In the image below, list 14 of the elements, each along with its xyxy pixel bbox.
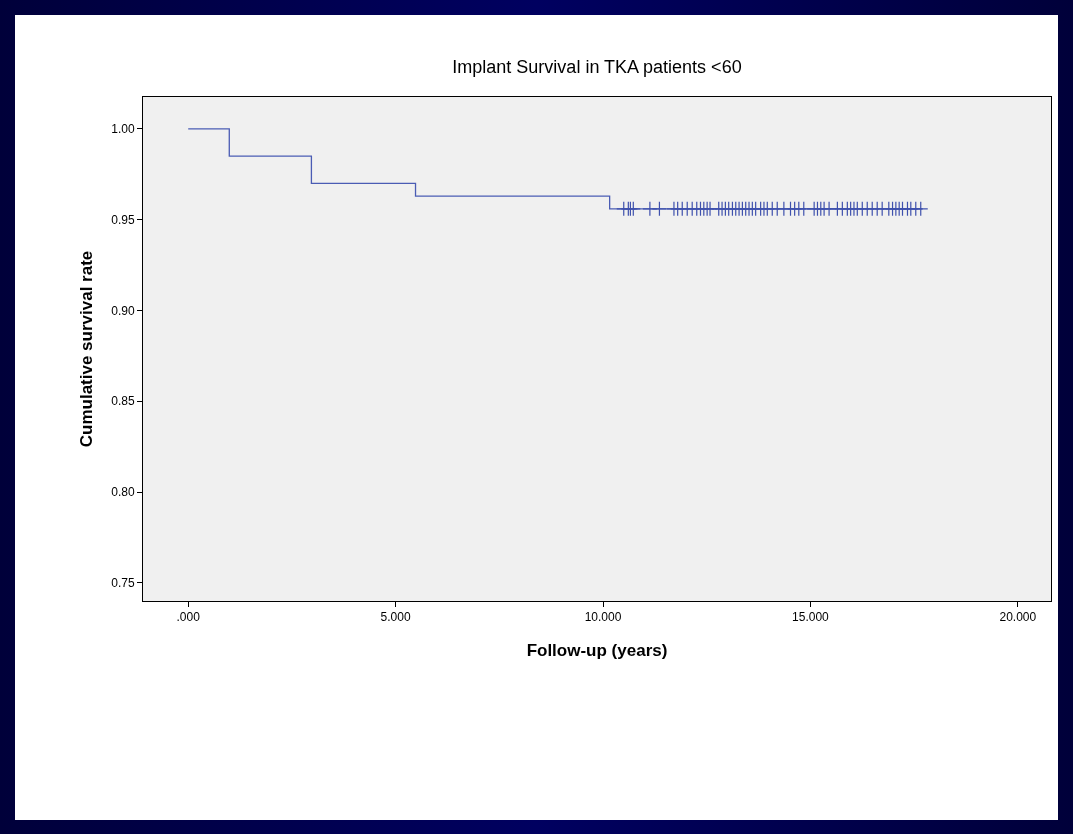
x-tick-label: 20.000 xyxy=(999,610,1037,625)
y-tick-label: 0.80 xyxy=(111,485,135,500)
x-axis-title: Follow-up (years) xyxy=(526,640,668,660)
x-tick-label: 5.000 xyxy=(380,610,411,625)
x-tick-label: 10.000 xyxy=(584,610,622,625)
x-tick-label: 15.000 xyxy=(792,610,830,625)
y-tick-label: 1.00 xyxy=(111,122,135,137)
y-tick-label: 0.90 xyxy=(111,303,135,318)
y-tick-label: 0.85 xyxy=(111,394,135,409)
x-tick-label: .000 xyxy=(176,610,201,625)
chart-title: Implant Survival in TKA patients <60 xyxy=(452,57,742,78)
y-axis-title: Cumulative survival rate xyxy=(76,250,96,448)
y-tick-label: 0.95 xyxy=(111,212,135,227)
y-tick-label: 0.75 xyxy=(111,576,135,591)
